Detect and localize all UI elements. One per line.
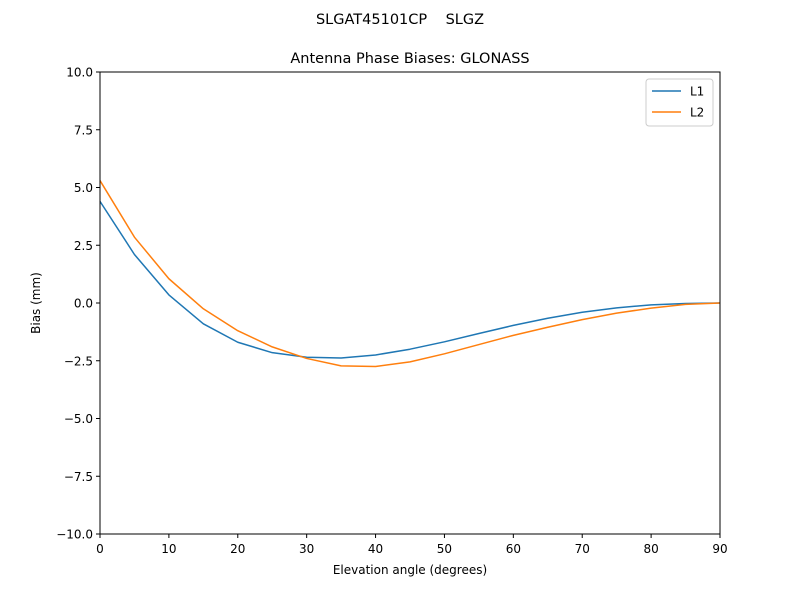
x-tick-label: 80 xyxy=(643,542,658,556)
series-layer xyxy=(99,180,721,368)
x-tick-label: 50 xyxy=(437,542,452,556)
y-tick-label: −10.0 xyxy=(56,528,93,542)
y-tick-label: 5.0 xyxy=(74,181,93,195)
chart-title: Antenna Phase Biases: GLONASS xyxy=(290,51,529,67)
y-axis-label: Bias (mm) xyxy=(29,272,43,334)
series-line-l1 xyxy=(99,200,721,359)
chart-suptitle: SLGAT45101CP SLGZ xyxy=(316,12,484,28)
legend: L1 L2 xyxy=(645,78,714,127)
legend-label-l2: L2 xyxy=(690,106,704,120)
x-tick-label: 90 xyxy=(712,542,727,556)
y-tick-label: −2.5 xyxy=(64,354,93,368)
x-tick-label: 10 xyxy=(161,542,176,556)
x-tick-label: 60 xyxy=(506,542,521,556)
x-tick-label: 70 xyxy=(575,542,590,556)
x-tick-label: 30 xyxy=(299,542,314,556)
x-tick-label: 20 xyxy=(230,542,245,556)
y-axis-ticks: 10.0 7.5 5.0 2.5 0.0 −2.5 −5.0 −7.5 −10.0 xyxy=(56,66,100,542)
x-tick-label: 0 xyxy=(96,542,104,556)
x-axis-label: Elevation angle (degrees) xyxy=(333,563,487,577)
y-tick-label: 2.5 xyxy=(74,239,93,253)
y-tick-label: 7.5 xyxy=(74,123,93,137)
y-tick-label: 10.0 xyxy=(66,66,93,80)
legend-label-l1: L1 xyxy=(690,85,704,99)
y-tick-label: −7.5 xyxy=(64,470,93,484)
x-axis-ticks: 0 10 20 30 40 50 60 70 80 90 xyxy=(96,534,728,556)
series-line-l2 xyxy=(99,180,721,368)
x-tick-label: 40 xyxy=(368,542,383,556)
y-tick-label: −5.0 xyxy=(64,412,93,426)
y-tick-label: 0.0 xyxy=(74,297,93,311)
plot-area-frame xyxy=(99,71,721,535)
